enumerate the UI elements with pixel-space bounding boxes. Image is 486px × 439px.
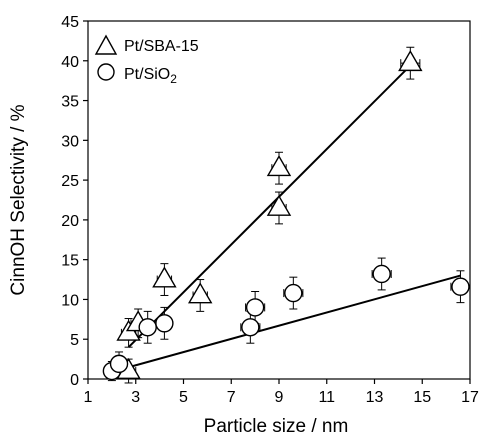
data-point-pt-sio2 xyxy=(138,318,157,337)
data-point-pt-sio2 xyxy=(284,283,303,303)
x-tick-label: 11 xyxy=(318,389,335,406)
data-point-pt-sba15 xyxy=(398,49,423,72)
data-point-pt-sio2 xyxy=(245,298,265,317)
x-tick-label: 15 xyxy=(413,389,431,406)
data-point-pt-sio2 xyxy=(155,314,174,333)
data-point-pt-sba15 xyxy=(266,155,292,177)
data-point-pt-sio2 xyxy=(451,277,470,296)
x-tick-label: 7 xyxy=(227,389,236,406)
data-point-pt-sba15 xyxy=(187,282,213,304)
y-axis-label: CinnOH Selectivity / % xyxy=(8,104,29,295)
y-tick-label: 15 xyxy=(61,253,79,270)
y-axis-ticks: 0 5 10 15 20 25 30 35 40 45 xyxy=(61,14,88,389)
x-tick-label: 5 xyxy=(179,389,188,406)
x-tick-label: 9 xyxy=(275,389,284,406)
x-axis-label: Particle size / nm xyxy=(204,416,349,437)
y-tick-label: 45 xyxy=(61,14,79,31)
x-tick-label: 17 xyxy=(461,389,479,406)
data-point-pt-sio2 xyxy=(372,264,391,284)
data-point-pt-sba15 xyxy=(266,194,292,216)
legend-marker-pt-sio2 xyxy=(97,63,115,81)
data-point-pt-sio2 xyxy=(109,354,129,374)
y-tick-label: 25 xyxy=(61,173,79,190)
y-tick-label: 30 xyxy=(61,133,79,150)
trendline-pt-sba15 xyxy=(127,64,412,348)
y-tick-label: 0 xyxy=(70,372,79,389)
trendlines xyxy=(111,64,461,373)
y-tick-label: 40 xyxy=(61,54,79,71)
y-tick-label: 5 xyxy=(70,332,79,349)
y-tick-label: 35 xyxy=(61,94,79,111)
x-tick-label: 1 xyxy=(84,389,93,406)
y-tick-label: 20 xyxy=(61,213,79,230)
legend-label-pt-sio2: Pt/SiO2 xyxy=(124,66,177,86)
data-markers xyxy=(102,49,470,381)
data-point-pt-sio2 xyxy=(241,318,260,337)
legend: Pt/SBA-15 Pt/SiO2 xyxy=(94,34,199,86)
legend-label-pt-sba15: Pt/SBA-15 xyxy=(124,38,199,55)
x-tick-label: 13 xyxy=(366,389,384,406)
data-point-pt-sba15 xyxy=(152,266,177,288)
x-tick-label: 3 xyxy=(131,389,140,406)
legend-marker-pt-sba15 xyxy=(94,34,118,55)
x-axis-ticks: 1 3 5 7 9 11 13 15 17 xyxy=(84,379,479,406)
y-tick-label: 10 xyxy=(61,292,79,309)
trendline-pt-sio2 xyxy=(111,274,461,373)
